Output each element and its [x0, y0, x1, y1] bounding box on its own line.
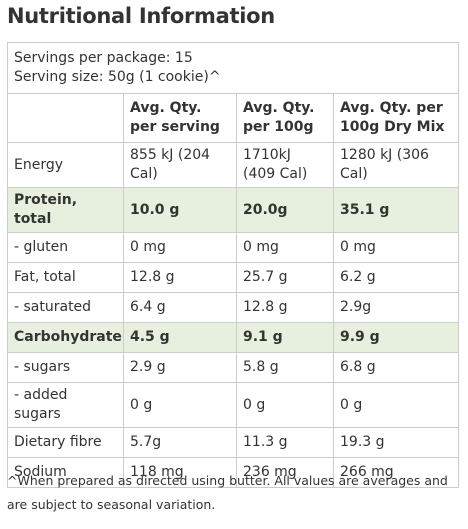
nutrient-value: 11.3 g [236, 427, 334, 458]
nutrient-name: Fat, total [7, 262, 124, 293]
nutrient-value: 20.0g [236, 187, 334, 233]
servings-line: Serving size: 50g (1 cookie)^ [14, 69, 221, 85]
nutrient-value: 0 mg [236, 232, 334, 263]
nutrient-name: - saturated [7, 292, 124, 323]
table-row: Sodium 118 mg 236 mg 266 mg [7, 457, 459, 488]
table-row: Dietary fibre 5.7g 11.3 g 19.3 g [7, 427, 459, 458]
nutrient-value: 19.3 g [333, 427, 459, 458]
header-cell: Avg. Qty. per 100g [236, 93, 334, 143]
nutrient-value: 266 mg [333, 457, 459, 488]
nutrient-value: 0 mg [123, 232, 237, 263]
nutrient-value: 25.7 g [236, 262, 334, 293]
nutrient-value: 12.8 g [123, 262, 237, 293]
nutrient-value: 2.9 g [123, 352, 237, 383]
nutrient-value: 12.8 g [236, 292, 334, 323]
nutrient-name: Sodium [7, 457, 124, 488]
nutrient-value: 1710kJ (409 Cal) [236, 142, 334, 188]
table-row: - sugars 2.9 g 5.8 g 6.8 g [7, 352, 459, 383]
table-row: Carbohydrate 4.5 g 9.1 g 9.9 g [7, 322, 459, 353]
table-row: Energy 855 kJ (204 Cal) 1710kJ (409 Cal) 12… [7, 142, 459, 188]
nutrient-value: 0 g [236, 382, 334, 428]
nutrient-value: 5.8 g [236, 352, 334, 383]
table-row: Protein, total 10.0 g 20.0g 35.1 g [7, 187, 459, 233]
nutrient-value: 9.1 g [236, 322, 334, 353]
header-cell: Avg. Qty. per 100g Dry Mix [333, 93, 459, 143]
header-row: Avg. Qty. per serving Avg. Qty. per 100g A… [7, 93, 459, 143]
nutrient-name: Energy [7, 142, 124, 188]
nutrient-value: 1280 kJ (306 Cal) [333, 142, 459, 188]
nutrition-table: Servings per package: 15 Serving size: 5… [7, 42, 459, 488]
nutrient-name: Protein, total [7, 187, 124, 233]
table-row: - gluten 0 mg 0 mg 0 mg [7, 232, 459, 263]
nutrient-value: 0 g [333, 382, 459, 428]
nutrient-value: 9.9 g [333, 322, 459, 353]
nutrient-value: 0 mg [333, 232, 459, 263]
nutrient-value: 118 mg [123, 457, 237, 488]
nutrient-value: 10.0 g [123, 187, 237, 233]
nutrient-name: - sugars [7, 352, 124, 383]
nutrient-value: 6.4 g [123, 292, 237, 323]
nutrient-value: 5.7g [123, 427, 237, 458]
nutrient-name: Carbohydrate [7, 322, 124, 353]
servings-line: Servings per package: 15 [14, 50, 193, 66]
nutrient-name: - added sugars [7, 382, 124, 428]
header-cell [7, 93, 124, 143]
nutrient-value: 6.8 g [333, 352, 459, 383]
nutrient-value: 855 kJ (204 Cal) [123, 142, 237, 188]
table-row: Fat, total 12.8 g 25.7 g 6.2 g [7, 262, 459, 293]
nutrient-value: 6.2 g [333, 262, 459, 293]
nutrient-value: 35.1 g [333, 187, 459, 233]
footnote: ^When prepared as directed using butter.… [7, 473, 448, 512]
header-cell: Avg. Qty. per serving [123, 93, 237, 143]
servings-cell: Servings per package: 15 Serving size: 5… [7, 42, 459, 94]
nutrient-value: 2.9g [333, 292, 459, 323]
nutrient-value: 4.5 g [123, 322, 237, 353]
nutrient-value: 0 g [123, 382, 237, 428]
nutrient-name: Dietary fibre [7, 427, 124, 458]
nutrient-name: - gluten [7, 232, 124, 263]
table-row: - saturated 6.4 g 12.8 g 2.9g [7, 292, 459, 323]
title: Nutritional Information [7, 4, 275, 28]
